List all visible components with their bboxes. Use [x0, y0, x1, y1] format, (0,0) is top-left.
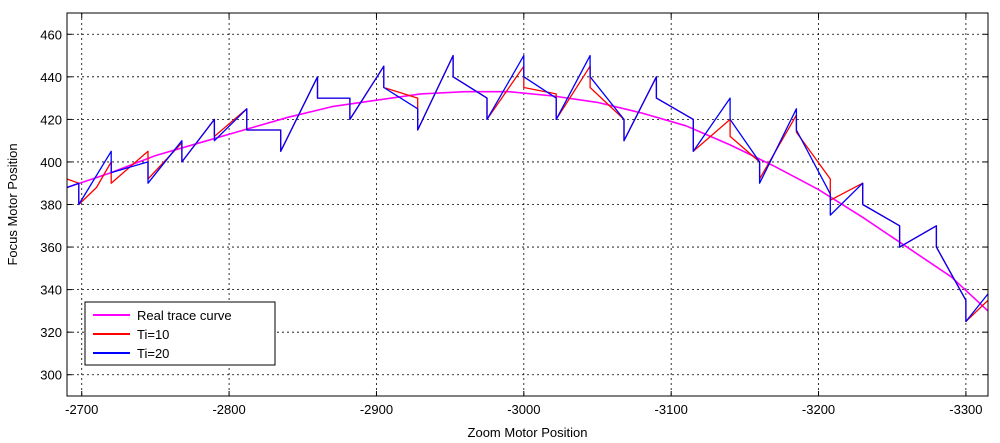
x-tick-label: -2900 [360, 402, 393, 417]
y-tick-label: 420 [40, 112, 62, 127]
y-tick-label: 400 [40, 155, 62, 170]
x-tick-label: -2800 [212, 402, 245, 417]
legend-label: Real trace curve [137, 308, 232, 323]
y-axis-label: Focus Motor Position [5, 143, 20, 265]
x-axis-label: Zoom Motor Position [468, 425, 588, 440]
y-tick-label: 460 [40, 27, 62, 42]
x-tick-label: -3300 [949, 402, 982, 417]
y-tick-label: 340 [40, 283, 62, 298]
series-line-2 [66, 54, 989, 323]
series-line-1 [66, 54, 989, 323]
series-lines [66, 54, 989, 323]
legend-label: Ti=10 [137, 327, 169, 342]
y-tick-label: 300 [40, 368, 62, 383]
x-tick-label: -2700 [65, 402, 98, 417]
legend-label: Ti=20 [137, 346, 169, 361]
x-tick-label: -3200 [802, 402, 835, 417]
x-tick-label: -3000 [507, 402, 540, 417]
grid-lines [67, 13, 988, 396]
x-tick-label: -3100 [655, 402, 688, 417]
y-tick-label: 360 [40, 240, 62, 255]
legend: Real trace curve Ti=10 Ti=20 [84, 301, 276, 366]
series-line-0 [66, 90, 989, 312]
y-tick-label: 380 [40, 198, 62, 213]
y-tick-label: 440 [40, 70, 62, 85]
axis-ticks: -2700 -2800 -2900 -3000 -3100 -3200 -3300 300 32… [40, 13, 988, 417]
y-tick-label: 320 [40, 325, 62, 340]
